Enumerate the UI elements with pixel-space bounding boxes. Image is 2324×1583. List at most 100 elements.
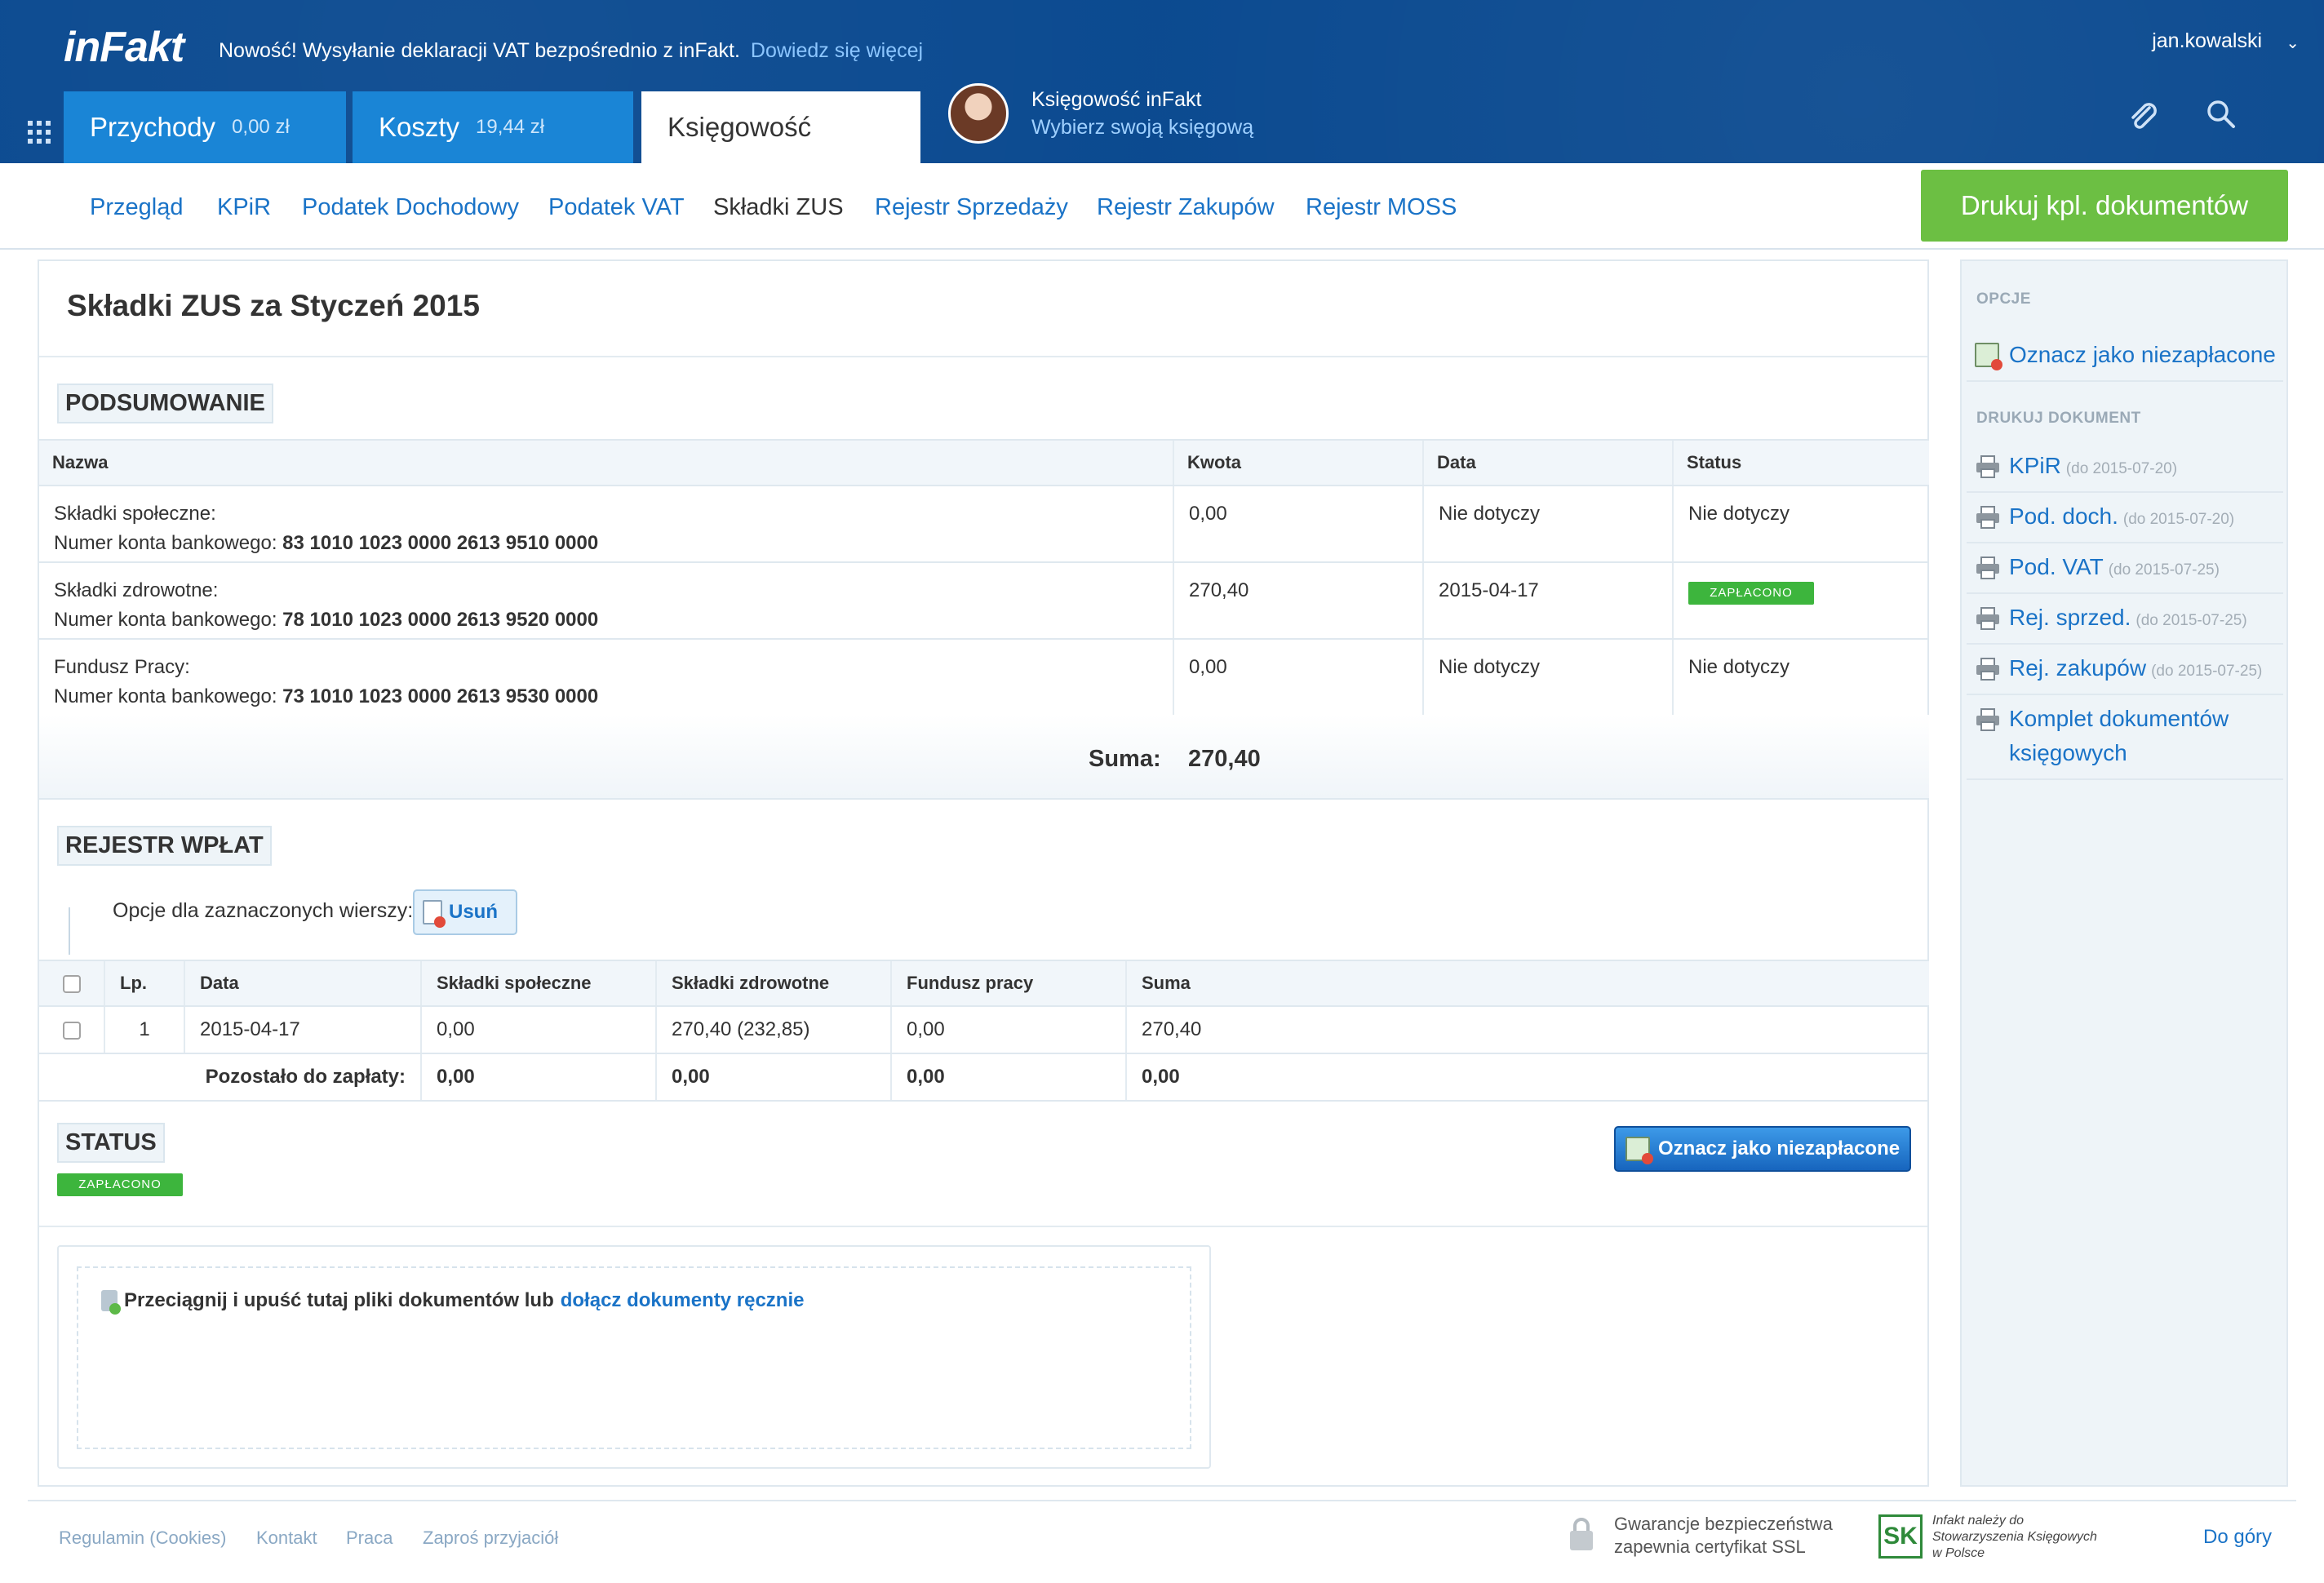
subnav-item-rejestr-zakupow[interactable]: Rejestr Zakupów [1097, 194, 1275, 220]
paid-badge: ZAPŁACONO [1688, 582, 1814, 605]
footer-divider [28, 1500, 2296, 1501]
table-row: Składki zdrowotne: Numer konta bankowego… [39, 562, 1929, 640]
account-number: 78 1010 1023 0000 2613 9520 0000 [282, 609, 599, 631]
sidebar-item-kpir[interactable]: KPiR (do 2015-07-20) [1967, 442, 2283, 493]
print-item-label: Komplet dokumentów księgowych [2009, 706, 2229, 765]
lp-cell: 1 [104, 1006, 184, 1054]
footer-link-kontakt[interactable]: Kontakt [256, 1528, 317, 1548]
ski-line: Stowarzyszenia Księgowych [1932, 1530, 2097, 1544]
column-header: Data [184, 960, 421, 1007]
tab-koszty[interactable]: Koszty 19,44 zł [353, 91, 633, 163]
ssl-notice: Gwarancje bezpieczeństwa zapewnia certyf… [1614, 1513, 1833, 1559]
options-sidebar: OPCJE Oznacz jako niezapłacone DRUKUJ DO… [1960, 259, 2288, 1487]
sidebar-item-komplet[interactable]: Komplet dokumentów księgowych [1967, 695, 2283, 780]
column-header: Fundusz pracy [890, 960, 1126, 1007]
subnav-item-podatek-vat[interactable]: Podatek VAT [548, 194, 685, 220]
remaining-labor: 0,00 [890, 1053, 1126, 1102]
choose-accountant-link[interactable]: Wybierz swoją księgową [1031, 116, 1254, 139]
contribution-name-cell: Składki społeczne: Numer konta bankowego… [39, 486, 1173, 563]
username[interactable]: jan.kowalski [2152, 29, 2262, 52]
footer-link-regulamin[interactable]: Regulamin (Cookies) [59, 1528, 227, 1548]
subnav-item-podatek-dochodowy[interactable]: Podatek Dochodowy [302, 194, 519, 220]
subnav-item-kpir[interactable]: KPiR [217, 194, 272, 220]
paperclip-icon[interactable] [2125, 98, 2161, 134]
search-icon[interactable] [2205, 98, 2238, 131]
drop-zone-text: Przeciągnij i upuść tutaj pliki dokument… [101, 1289, 805, 1315]
top-header: inFakt Nowość! Wysyłanie deklaracji VAT … [0, 0, 2324, 163]
column-header: Data [1422, 439, 1673, 486]
remaining-label: Pozostało do zapłaty: [39, 1053, 421, 1102]
due-date: (do 2015-07-20) [2122, 511, 2235, 528]
main-panel: Składki ZUS za Styczeń 2015 PODSUMOWANIE… [38, 259, 1929, 1487]
subnav-item-przeglad[interactable]: Przegląd [90, 194, 184, 220]
subnav-item-rejestr-moss[interactable]: Rejestr MOSS [1306, 194, 1457, 220]
sidebar-item-rej-zakupow[interactable]: Rej. zakupów (do 2015-07-25) [1967, 645, 2283, 695]
attach-manually-link[interactable]: dołącz dokumenty ręcznie [560, 1289, 805, 1311]
date-cell: 2015-04-17 [1422, 562, 1673, 640]
account-prefix: Numer konta bankowego: [54, 685, 277, 707]
column-header: Lp. [104, 960, 184, 1007]
footer-link-zapros[interactable]: Zaproś przyjaciół [423, 1528, 559, 1548]
subnav-item-skladki-zus[interactable]: Składki ZUS [713, 194, 844, 220]
account-number: 73 1010 1023 0000 2613 9530 0000 [282, 685, 599, 707]
account-prefix: Numer konta bankowego: [54, 609, 277, 631]
column-header: Składki społeczne [420, 960, 656, 1007]
select-all-checkbox[interactable] [62, 975, 81, 994]
printer-icon [1976, 455, 1999, 478]
sidebar-item-rej-sprzed[interactable]: Rej. sprzed. (do 2015-07-25) [1967, 594, 2283, 645]
back-to-top-link[interactable]: Do góry [2203, 1526, 2273, 1548]
column-header: Kwota [1173, 439, 1423, 486]
chevron-down-icon[interactable]: ⌄ [2286, 34, 2300, 52]
calculator-icon [1975, 343, 2002, 370]
table-row: Fundusz Pracy: Numer konta bankowego: 73… [39, 639, 1929, 716]
due-date: (do 2015-07-25) [2108, 561, 2220, 579]
contribution-name-cell: Fundusz Pracy: Numer konta bankowego: 73… [39, 639, 1173, 716]
subnav-item-rejestr-sprzedazy[interactable]: Rejestr Sprzedaży [875, 194, 1068, 220]
remaining-health: 0,00 [655, 1053, 891, 1102]
date-cell: Nie dotyczy [1422, 639, 1673, 716]
tab-przychody[interactable]: Przychody 0,00 zł [64, 91, 346, 163]
printer-icon [1976, 506, 1999, 529]
selected-rows-options-label: Opcje dla zaznaczonych wierszy: [113, 899, 414, 922]
row-checkbox[interactable] [62, 1021, 81, 1040]
drop-zone[interactable]: Przeciągnij i upuść tutaj pliki dokument… [77, 1266, 1191, 1449]
mark-unpaid-button[interactable]: Oznacz jako niezapłacone [1614, 1126, 1911, 1172]
column-header: Nazwa [39, 439, 1173, 486]
date-cell: 2015-04-17 [184, 1006, 421, 1054]
account-number: 83 1010 1023 0000 2613 9510 0000 [282, 532, 599, 554]
infakt-logo[interactable]: inFakt [64, 24, 184, 71]
amount-cell: 0,00 [1173, 639, 1423, 716]
page-title: Składki ZUS za Styczeń 2015 [67, 289, 480, 322]
printer-icon [1976, 658, 1999, 681]
status-section-label: STATUS [57, 1123, 165, 1163]
footer-link-praca[interactable]: Praca [346, 1528, 393, 1548]
upload-box: Przeciągnij i upuść tutaj pliki dokument… [57, 1245, 1211, 1469]
tab-amount: 19,44 zł [476, 116, 545, 138]
advisor-avatar[interactable] [948, 83, 1009, 144]
ssl-line: Gwarancje bezpieczeństwa [1614, 1514, 1833, 1534]
printer-icon [1976, 708, 1999, 731]
sidebar-item-pod-doch[interactable]: Pod. doch. (do 2015-07-20) [1967, 493, 2283, 543]
sidebar-mark-unpaid[interactable]: Oznacz jako niezapłacone [1967, 331, 2283, 382]
social-cell: 0,00 [420, 1006, 656, 1054]
tab-label: Księgowość [667, 112, 812, 142]
delete-button[interactable]: Usuń [413, 889, 517, 935]
news-text: Nowość! Wysyłanie deklaracji VAT bezpośr… [219, 39, 740, 62]
sum-cell: 270,40 [1125, 1006, 1929, 1054]
selection-arrow [69, 907, 88, 955]
print-item-label: Rej. zakupów [2009, 655, 2147, 681]
sum-value: 270,40 [1188, 746, 1261, 772]
tab-ksiegowosc[interactable]: Księgowość [641, 91, 920, 163]
ski-logo: SK [1878, 1514, 1923, 1559]
print-all-documents-button[interactable]: Drukuj kpl. dokumentów [1921, 170, 2288, 242]
sidebar-item-pod-vat[interactable]: Pod. VAT (do 2015-07-25) [1967, 543, 2283, 594]
amount-cell: 270,40 [1173, 562, 1423, 640]
options-heading: OPCJE [1976, 290, 2031, 308]
table-row[interactable]: 1 2015-04-17 0,00 270,40 (232,85) 0,00 2… [39, 1006, 1929, 1054]
table-row: Składki społeczne: Numer konta bankowego… [39, 486, 1929, 563]
sum-label: Suma: [1089, 746, 1161, 772]
news-link[interactable]: Dowiedz się więcej [750, 39, 924, 62]
column-header: Suma [1125, 960, 1929, 1007]
ski-membership-text: Infakt należy do Stowarzyszenia Księgowy… [1932, 1513, 2097, 1562]
apps-grid-icon[interactable] [28, 121, 51, 144]
